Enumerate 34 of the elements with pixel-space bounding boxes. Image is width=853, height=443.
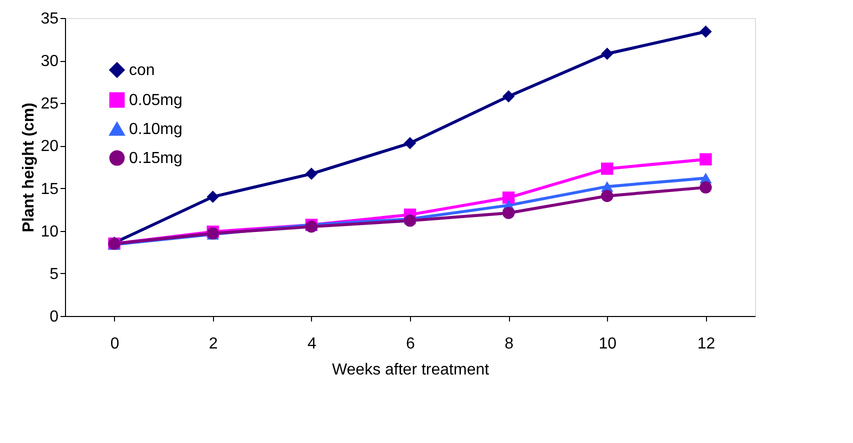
y-tick-label: 5 — [50, 266, 59, 283]
y-axis-title: Plant height (cm) — [20, 102, 38, 232]
point — [502, 206, 515, 220]
point — [502, 192, 515, 204]
point — [305, 168, 318, 180]
point — [502, 90, 515, 102]
x-axis-title: Weeks after treatment — [332, 362, 490, 378]
x-tick-label: 0 — [110, 336, 120, 352]
y-tick-label: 20 — [40, 138, 59, 156]
point — [700, 153, 712, 166]
point — [700, 26, 712, 38]
x-tick-label: 12 — [697, 336, 716, 352]
legend-label: 0.15mg — [129, 150, 182, 167]
y-tick-label: 10 — [40, 223, 59, 240]
legend-label: 0.05mg — [129, 92, 182, 109]
x-tick-label: 10 — [598, 336, 617, 352]
y-tick-label: 30 — [40, 53, 59, 70]
point — [601, 190, 614, 202]
point — [601, 48, 614, 60]
legend-label: con — [129, 62, 155, 79]
y-tick-label: 25 — [40, 96, 59, 113]
y-tick-label: 0 — [50, 308, 59, 326]
point — [700, 181, 712, 194]
legend-label: 0.10mg — [129, 121, 182, 138]
x-tick-label: 4 — [307, 336, 316, 352]
y-tick-label: 35 — [40, 10, 59, 28]
point — [404, 214, 416, 227]
point — [601, 162, 614, 175]
x-tick-label: 6 — [406, 336, 416, 352]
x-tick-label: 2 — [208, 336, 218, 352]
y-tick-label: 15 — [40, 180, 59, 198]
x-tick-label: 8 — [504, 336, 514, 352]
point — [404, 137, 416, 150]
point — [206, 190, 219, 203]
